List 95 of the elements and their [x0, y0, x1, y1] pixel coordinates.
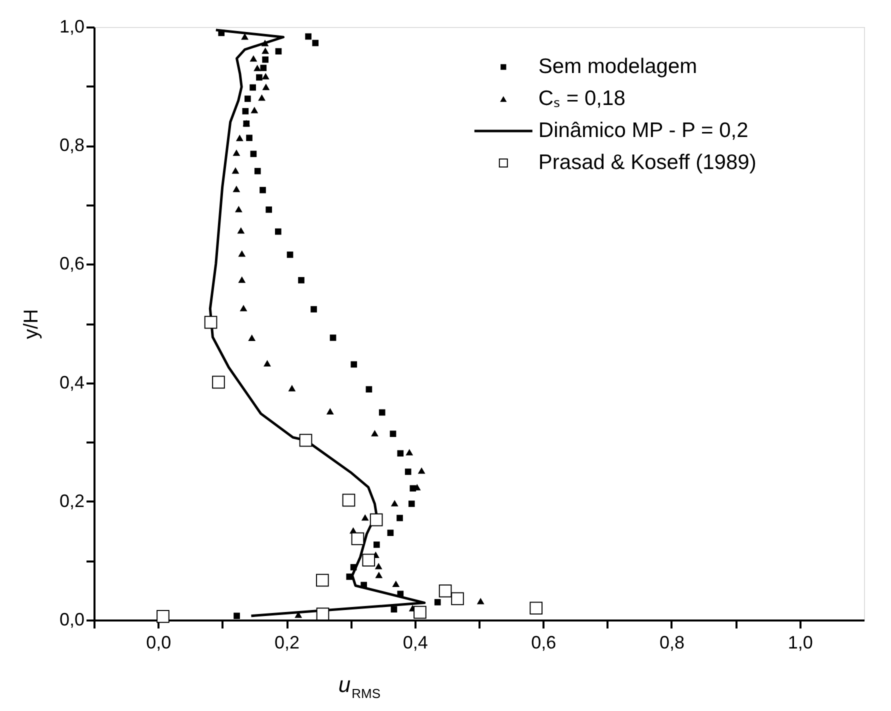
point	[361, 514, 369, 521]
point	[408, 500, 415, 507]
point	[370, 513, 383, 526]
point	[397, 450, 404, 457]
point	[330, 334, 336, 341]
point	[266, 206, 272, 213]
y-tick-label: 0,8	[59, 135, 84, 156]
point	[387, 530, 394, 536]
point	[275, 48, 282, 54]
x-tick-label: 0,8	[659, 632, 685, 652]
point	[250, 84, 256, 91]
point	[310, 306, 317, 312]
point	[438, 584, 452, 598]
point	[240, 304, 248, 312]
point	[288, 384, 296, 392]
y-tick-label: 0,4	[59, 372, 84, 392]
legend-label: Prasad & Koseff (1989)	[538, 151, 756, 174]
point	[242, 108, 249, 114]
point	[390, 500, 398, 506]
point	[396, 514, 403, 522]
x-tick-label: 0,0	[146, 632, 172, 652]
x-tick-label: 0,6	[531, 632, 556, 652]
point	[250, 55, 258, 62]
point	[342, 494, 356, 507]
point	[260, 186, 266, 194]
x-tick-label: 0,4	[402, 632, 428, 652]
legend-label: Cₛ = 0,18	[538, 87, 626, 110]
point	[286, 252, 294, 258]
point	[350, 361, 358, 368]
point	[256, 74, 262, 81]
x-tick-label: 0,2	[274, 632, 300, 652]
point	[238, 250, 246, 257]
point	[392, 580, 400, 588]
y-tick-label: 0,0	[59, 610, 84, 630]
point	[374, 562, 382, 570]
y-tick-label: 0,6	[59, 254, 84, 274]
point	[316, 608, 330, 620]
point	[232, 186, 240, 192]
y-axis-title: y/H	[20, 309, 42, 339]
point	[530, 602, 543, 615]
point	[234, 612, 240, 620]
point	[248, 334, 256, 341]
point	[390, 606, 398, 612]
point	[246, 134, 252, 142]
point	[212, 376, 225, 389]
y-tick-label: 0,2	[59, 490, 84, 511]
point	[234, 206, 242, 212]
point	[264, 360, 271, 366]
point	[237, 227, 245, 234]
point	[262, 84, 270, 90]
point	[366, 386, 372, 392]
point	[260, 64, 267, 72]
point	[418, 467, 426, 474]
line-series	[208, 28, 426, 618]
point	[371, 430, 378, 436]
point	[373, 542, 380, 548]
point	[299, 434, 312, 447]
point	[241, 33, 248, 40]
point	[326, 408, 334, 414]
point	[434, 599, 441, 606]
point	[406, 448, 414, 456]
point	[232, 150, 240, 156]
legend-label: Dinâmico MP - P = 0,2	[538, 119, 748, 142]
point	[254, 64, 262, 72]
point	[262, 48, 270, 54]
point	[236, 134, 244, 142]
point	[254, 168, 261, 174]
point	[451, 592, 464, 606]
point	[476, 598, 484, 604]
point	[262, 56, 268, 63]
point	[351, 532, 364, 546]
point	[262, 73, 270, 80]
point	[274, 228, 282, 235]
point	[204, 316, 218, 329]
point	[414, 606, 426, 619]
point	[305, 33, 312, 40]
point	[316, 574, 329, 587]
point	[258, 94, 266, 101]
x-tick-label: 1,0	[788, 632, 813, 652]
point	[378, 409, 386, 416]
point	[238, 276, 246, 283]
point	[390, 430, 396, 437]
y-tick-label: 1,0	[59, 16, 84, 36]
point	[375, 572, 383, 578]
point	[298, 277, 304, 284]
point	[244, 96, 251, 102]
point	[312, 40, 319, 46]
point	[232, 167, 240, 174]
point	[346, 574, 353, 580]
point	[156, 610, 170, 623]
point	[250, 106, 258, 114]
point	[250, 150, 257, 158]
point	[362, 554, 376, 567]
point	[404, 468, 412, 475]
legend-label: Sem modelagem	[538, 55, 698, 78]
